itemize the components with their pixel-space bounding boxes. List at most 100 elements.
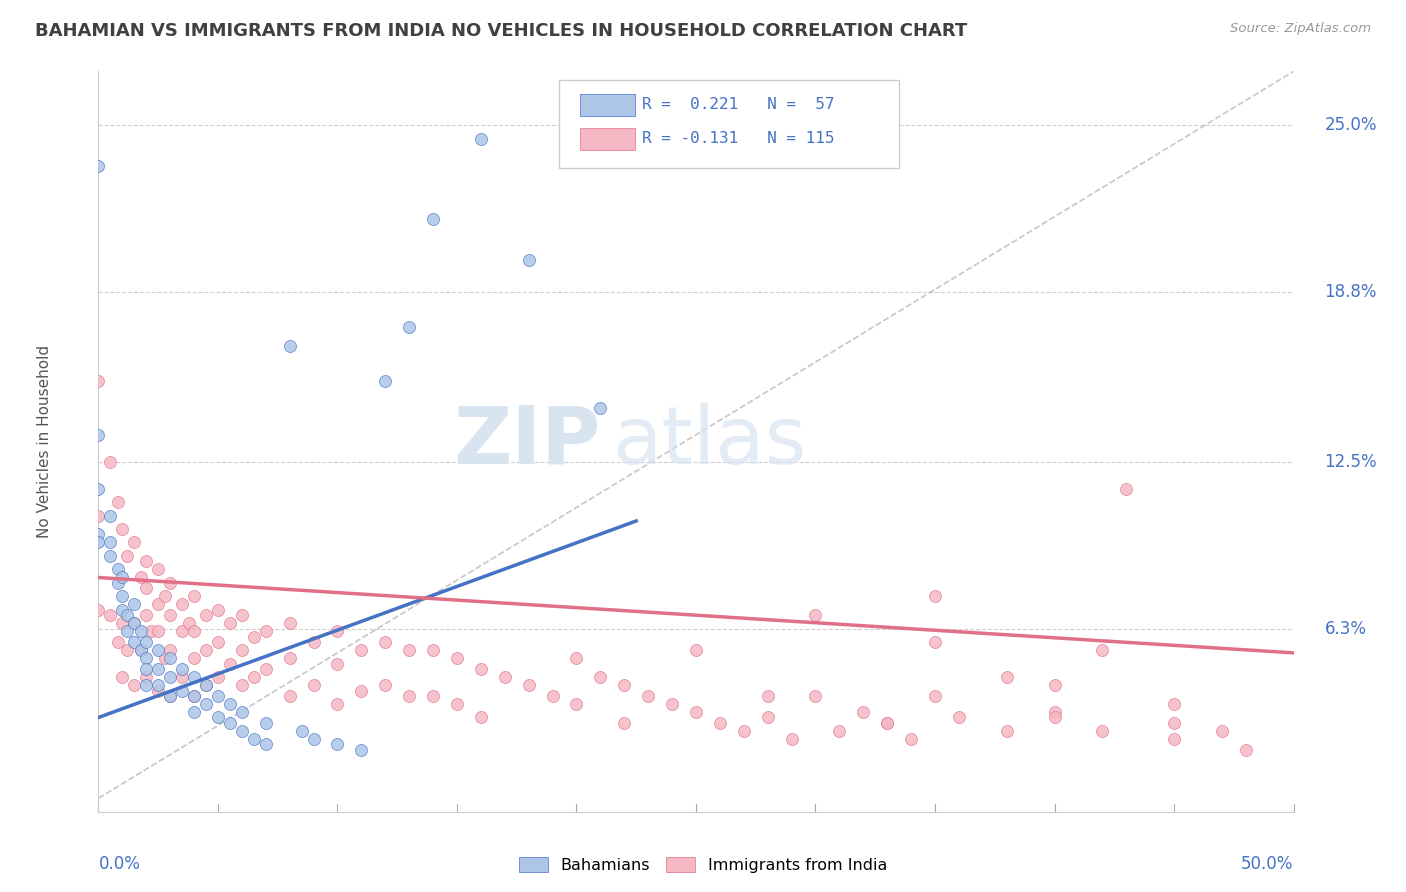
Point — [243, 670, 266, 684]
Point — [350, 683, 373, 698]
Point — [207, 670, 229, 684]
Text: R = -0.131   N = 115: R = -0.131 N = 115 — [643, 131, 835, 146]
Point — [219, 657, 242, 671]
Point — [326, 697, 349, 711]
Point — [87, 527, 110, 541]
Point — [183, 689, 205, 703]
Text: 25.0%: 25.0% — [1324, 116, 1376, 134]
FancyBboxPatch shape — [581, 94, 636, 116]
Point — [172, 683, 194, 698]
Point — [302, 732, 325, 747]
Point — [159, 689, 181, 703]
Point — [494, 670, 516, 684]
Point — [804, 689, 827, 703]
Point — [131, 624, 153, 639]
Point — [243, 630, 266, 644]
Point — [278, 339, 301, 353]
Point — [115, 624, 138, 639]
Point — [254, 662, 277, 676]
Point — [1163, 697, 1185, 711]
Point — [231, 723, 253, 738]
Point — [155, 651, 177, 665]
Point — [159, 643, 181, 657]
Text: 0.0%: 0.0% — [98, 855, 141, 872]
Point — [637, 689, 659, 703]
Point — [1234, 743, 1257, 757]
Point — [398, 689, 420, 703]
Point — [148, 562, 170, 576]
Point — [98, 535, 122, 549]
Point — [589, 401, 612, 415]
Point — [517, 252, 540, 267]
Point — [470, 710, 492, 724]
Point — [195, 643, 218, 657]
Point — [219, 616, 242, 631]
Point — [111, 590, 134, 604]
Point — [422, 689, 444, 703]
Point — [517, 678, 540, 692]
Point — [733, 723, 755, 738]
Point — [87, 159, 110, 173]
Point — [159, 670, 181, 684]
Point — [172, 598, 194, 612]
Point — [900, 732, 922, 747]
Point — [148, 643, 170, 657]
Point — [195, 697, 218, 711]
Point — [756, 710, 779, 724]
Point — [131, 570, 153, 584]
Point — [195, 678, 218, 692]
Point — [124, 535, 146, 549]
Point — [124, 598, 146, 612]
Point — [780, 732, 803, 747]
Point — [135, 554, 157, 568]
Point — [876, 715, 898, 730]
Point — [107, 562, 129, 576]
Point — [172, 662, 194, 676]
Point — [183, 689, 205, 703]
Point — [1163, 732, 1185, 747]
Point — [148, 624, 170, 639]
Point — [422, 643, 444, 657]
Point — [159, 651, 181, 665]
Point — [124, 616, 146, 631]
Point — [135, 581, 157, 595]
Point — [828, 723, 851, 738]
Point — [219, 697, 242, 711]
Point — [995, 670, 1018, 684]
Point — [589, 670, 612, 684]
Point — [87, 508, 110, 523]
Point — [613, 678, 636, 692]
Point — [876, 715, 898, 730]
Point — [350, 743, 373, 757]
Point — [374, 374, 396, 388]
Point — [207, 689, 229, 703]
Text: atlas: atlas — [613, 402, 807, 481]
Point — [98, 549, 122, 563]
Point — [291, 723, 314, 738]
Point — [115, 608, 138, 623]
Point — [1211, 723, 1233, 738]
Point — [131, 643, 153, 657]
Point — [98, 608, 122, 623]
Point — [374, 678, 396, 692]
Point — [148, 662, 170, 676]
Point — [613, 715, 636, 730]
Point — [172, 624, 194, 639]
Point — [326, 624, 349, 639]
Point — [155, 590, 177, 604]
Point — [326, 657, 349, 671]
Point — [172, 670, 194, 684]
Point — [852, 705, 875, 719]
Point — [148, 683, 170, 698]
Point — [422, 212, 444, 227]
Point — [254, 624, 277, 639]
Point — [302, 635, 325, 649]
Point — [115, 643, 138, 657]
Point — [159, 608, 181, 623]
Text: No Vehicles in Household: No Vehicles in Household — [37, 345, 52, 538]
Text: 12.5%: 12.5% — [1324, 453, 1378, 471]
Point — [470, 131, 492, 145]
Point — [135, 635, 157, 649]
Point — [148, 678, 170, 692]
Point — [159, 575, 181, 590]
